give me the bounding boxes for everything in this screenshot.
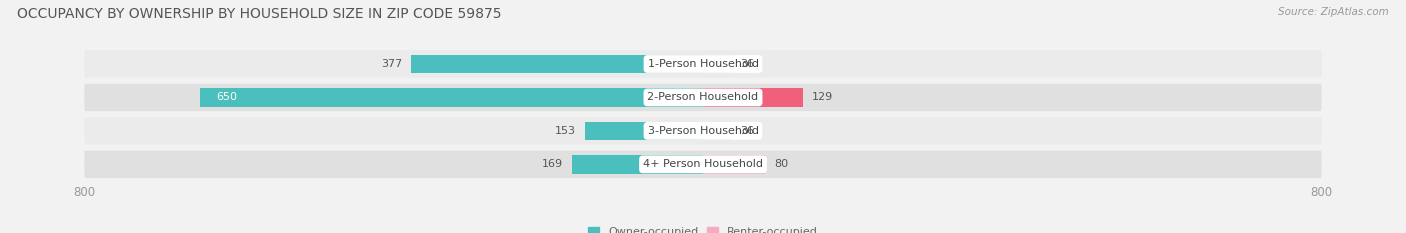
FancyBboxPatch shape: [84, 117, 1322, 145]
Text: 650: 650: [217, 93, 236, 103]
Bar: [585, 122, 703, 140]
Text: 4+ Person Household: 4+ Person Household: [643, 159, 763, 169]
Text: 377: 377: [381, 59, 402, 69]
Text: 153: 153: [554, 126, 575, 136]
Text: 1-Person Household: 1-Person Household: [648, 59, 758, 69]
Bar: [703, 88, 803, 107]
Text: 2-Person Household: 2-Person Household: [647, 93, 759, 103]
Bar: [201, 88, 703, 107]
Bar: [703, 55, 731, 73]
Text: 80: 80: [775, 159, 789, 169]
Text: 36: 36: [740, 126, 754, 136]
Text: OCCUPANCY BY OWNERSHIP BY HOUSEHOLD SIZE IN ZIP CODE 59875: OCCUPANCY BY OWNERSHIP BY HOUSEHOLD SIZE…: [17, 7, 502, 21]
Bar: [703, 155, 765, 174]
FancyBboxPatch shape: [84, 84, 1322, 111]
Text: 3-Person Household: 3-Person Household: [648, 126, 758, 136]
Text: 169: 169: [541, 159, 562, 169]
Bar: [412, 55, 703, 73]
FancyBboxPatch shape: [84, 50, 1322, 78]
Legend: Owner-occupied, Renter-occupied: Owner-occupied, Renter-occupied: [588, 227, 818, 233]
Text: Source: ZipAtlas.com: Source: ZipAtlas.com: [1278, 7, 1389, 17]
Text: 129: 129: [813, 93, 834, 103]
Bar: [572, 155, 703, 174]
FancyBboxPatch shape: [84, 151, 1322, 178]
Bar: [703, 122, 731, 140]
Text: 36: 36: [740, 59, 754, 69]
